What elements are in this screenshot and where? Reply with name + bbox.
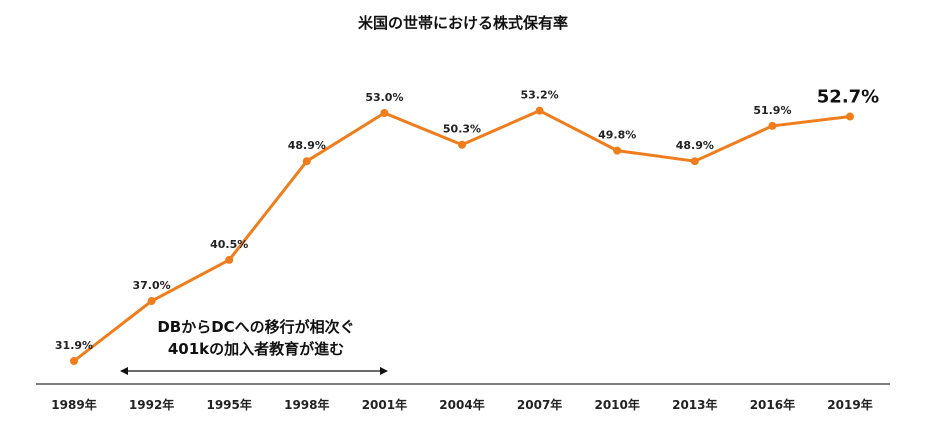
x-tick-label-1992年: 1992年 [129, 397, 174, 412]
annotation: DBからDCへの移行が相次ぐ 401kの加入者教育が進む [120, 318, 388, 375]
data-point-1992年 [147, 297, 156, 306]
data-point-2013年 [690, 157, 699, 166]
data-label-2010年: 49.8% [598, 129, 636, 142]
chart-title: 米国の世帯における株式保有率 [358, 14, 568, 32]
data-label-1995年: 40.5% [210, 238, 248, 251]
x-tick-label-1998年: 1998年 [284, 397, 329, 412]
annotation-arrowhead-left [120, 367, 128, 375]
data-label-2013年: 48.9% [676, 139, 714, 152]
annotation-line-2: 401kの加入者教育が進む [168, 340, 344, 358]
x-tick-label-2001年: 2001年 [362, 397, 407, 412]
data-label-1992年: 37.0% [133, 279, 171, 292]
data-label-1989年: 31.9% [55, 339, 93, 352]
data-point-1989年 [70, 357, 78, 365]
data-label-2001年: 53.0% [365, 91, 403, 104]
data-label-2004年: 50.3% [443, 123, 481, 136]
x-tick-label-2013年: 2013年 [672, 397, 717, 412]
x-tick-label-2010年: 2010年 [594, 397, 639, 412]
x-tick-label-2016年: 2016年 [750, 397, 795, 412]
x-tick-label-1995年: 1995年 [206, 397, 251, 412]
data-point-2016年 [768, 121, 777, 130]
data-point-2007年 [535, 106, 544, 115]
annotation-arrowhead-right [380, 367, 388, 375]
data-point-2001年 [380, 109, 389, 117]
data-label-2019年: 52.7% [817, 87, 879, 108]
data-label-2007年: 53.2% [521, 89, 559, 102]
x-tick-label-2019年: 2019年 [827, 397, 872, 412]
x-tick-label-2007年: 2007年 [517, 397, 562, 412]
x-tick-label-2004年: 2004年 [439, 397, 484, 412]
annotation-line-1: DBからDCへの移行が相次ぐ [157, 318, 354, 336]
x-tick-label-1989年: 1989年 [51, 397, 96, 412]
data-point-2019年 [846, 112, 854, 121]
data-label-1998年: 48.9% [288, 139, 326, 152]
data-point-2004年 [458, 140, 466, 149]
data-point-1998年 [302, 157, 311, 166]
data-label-2016年: 51.9% [753, 104, 791, 117]
data-point-2010年 [613, 146, 622, 155]
data-point-1995年 [225, 255, 234, 264]
